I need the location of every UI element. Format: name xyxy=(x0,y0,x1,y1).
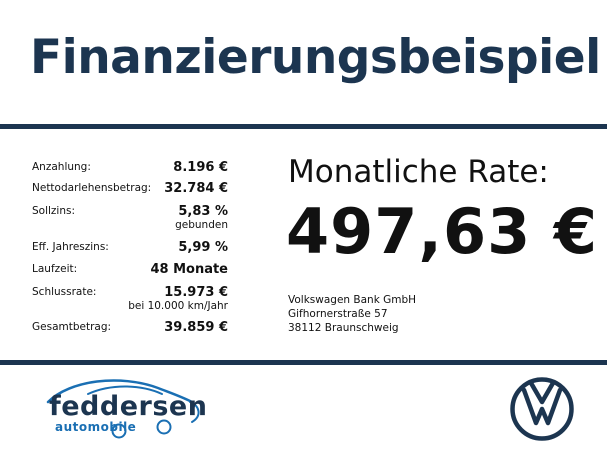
dealer-subtitle: automobile xyxy=(55,420,137,434)
term-value: 32.784 € xyxy=(164,181,228,196)
car-swoosh-icon xyxy=(46,379,200,439)
bank-city: 38112 Braunschweig xyxy=(288,322,399,334)
term-label: Laufzeit: xyxy=(32,263,78,275)
term-label: Gesamtbetrag: xyxy=(32,321,112,333)
bank-address: Volkswagen Bank GmbH Gifhornerstraße 57 … xyxy=(288,293,416,335)
term-value: 39.859 € xyxy=(164,320,228,335)
page-title: Finanzierungsbeispiel xyxy=(30,30,601,85)
term-value: 5,83 % xyxy=(178,204,228,219)
term-label: Eff. Jahreszins: xyxy=(32,241,109,253)
term-note: bei 10.000 km/Jahr xyxy=(128,300,228,312)
bank-street: Gifhornerstraße 57 xyxy=(288,308,388,320)
term-label: Anzahlung: xyxy=(32,161,91,173)
divider-bottom xyxy=(0,360,607,365)
term-value: 15.973 € xyxy=(164,285,228,300)
vw-logo-icon xyxy=(510,377,574,441)
bank-name: Volkswagen Bank GmbH xyxy=(288,294,417,306)
term-label: Schlussrate: xyxy=(32,286,97,298)
dealer-logo: feddersen automobile xyxy=(40,372,215,444)
term-value: 48 Monate xyxy=(150,262,228,277)
divider-top xyxy=(0,124,607,129)
monthly-rate-label: Monatliche Rate: xyxy=(288,154,549,190)
term-label: Sollzins: xyxy=(32,205,76,217)
term-label: Nettodarlehensbetrag: xyxy=(32,182,152,194)
term-note: gebunden xyxy=(175,219,228,231)
dealer-name: feddersen xyxy=(49,391,208,422)
term-value: 8.196 € xyxy=(173,160,228,175)
term-value: 5,99 % xyxy=(178,240,228,255)
monthly-rate-value: 497,63 € xyxy=(286,195,598,268)
